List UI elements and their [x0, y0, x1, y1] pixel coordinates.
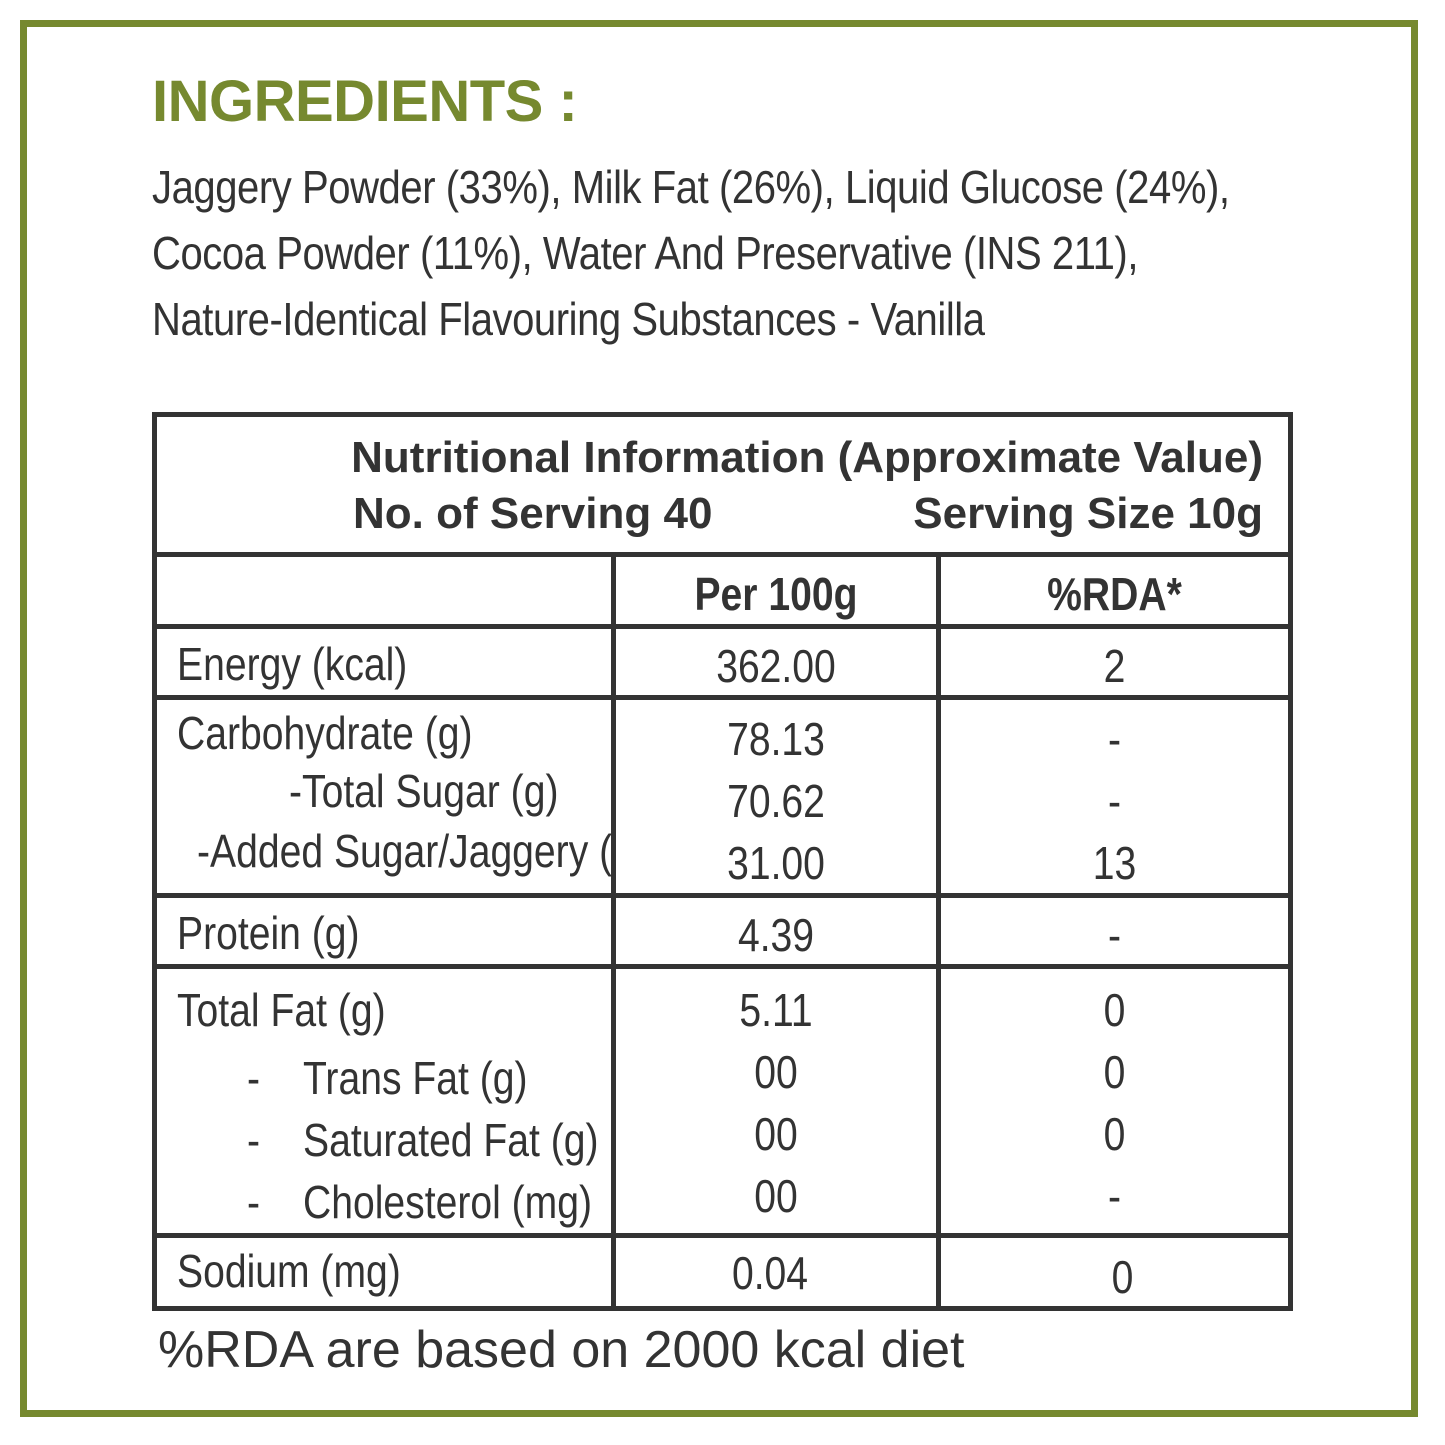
row-label: -Total Sugar (g) — [289, 765, 559, 817]
row-dash: - — [247, 1114, 261, 1166]
carb-label-cell: Carbohydrate (g) -Total Sugar (g) -Added… — [157, 700, 647, 893]
row-value: 78.13 — [727, 713, 825, 765]
ingredients-line-3: Nature-Identical Flavouring Substances -… — [152, 293, 985, 345]
rda-footnote: %RDA are based on 2000 kcal diet — [158, 1321, 965, 1379]
row-dash: - — [247, 1176, 261, 1228]
row-value: 4.39 — [737, 909, 815, 961]
row-value: 5.11 — [739, 984, 813, 1036]
carb-rda-cell: - - 13 — [941, 700, 1288, 893]
protein-label-cell: Protein (g) — [157, 898, 611, 964]
sodium-label-cell: Sodium (mg) — [157, 1238, 611, 1306]
fat-label-cell: Total Fat (g) - Trans Fat (g) - Saturate… — [157, 969, 611, 1233]
row-rda: 0 — [1103, 1108, 1126, 1160]
page-border — [20, 20, 1418, 1417]
row-label: Saturated Fat (g) — [303, 1114, 599, 1166]
rda-header-cell: %RDA* — [941, 557, 1288, 624]
fat-rda-cell: 0 0 0 - — [941, 969, 1288, 1233]
row-dash: - — [247, 1052, 261, 1104]
rda-header: %RDA* — [1047, 568, 1182, 620]
row-label: Energy (kcal) — [177, 638, 408, 690]
row-label: Sodium (mg) — [177, 1245, 401, 1297]
row-value: 70.62 — [727, 775, 825, 827]
row-rda: 0 — [1111, 1251, 1134, 1303]
row-rda: 2 — [1103, 640, 1126, 692]
row-label: Protein (g) — [177, 907, 360, 959]
carb-value-cell: 78.13 70.62 31.00 — [616, 700, 936, 893]
protein-rda-cell: - — [941, 898, 1288, 964]
row-value: 00 — [754, 1046, 798, 1098]
row-label: Cholesterol (mg) — [303, 1176, 592, 1228]
row-value: 00 — [754, 1170, 798, 1222]
ingredients-line-2: Cocoa Powder (11%), Water And Preservati… — [152, 227, 1139, 279]
energy-label-cell: Energy (kcal) — [157, 629, 611, 695]
row-value: 362.00 — [716, 640, 836, 692]
fat-value-cell: 5.11 00 00 00 — [616, 969, 936, 1233]
row-label: Total Fat (g) — [177, 984, 386, 1036]
row-value: 00 — [754, 1108, 798, 1160]
nutrition-header-cell: Nutritional Information (Approximate Val… — [157, 417, 1288, 552]
blank-header-cell — [157, 557, 611, 624]
row-value: 0.04 — [731, 1247, 809, 1299]
row-rda: - — [1107, 775, 1122, 827]
row-rda: 0 — [1103, 984, 1126, 1036]
row-label: Trans Fat (g) — [303, 1052, 528, 1104]
row-rda: - — [1107, 713, 1122, 765]
servings-count: No. of Serving 40 — [353, 489, 713, 538]
energy-value-cell: 362.00 — [616, 629, 936, 695]
sodium-rda-cell: 0 — [941, 1238, 1288, 1306]
protein-value-cell: 4.39 — [616, 898, 936, 964]
row-value: 31.00 — [727, 837, 825, 889]
row-rda: - — [1107, 1170, 1122, 1222]
row-rda: 0 — [1103, 1046, 1126, 1098]
row-label: -Added Sugar/Jaggery (g) — [197, 825, 647, 877]
sodium-value-cell: 0.04 — [616, 1238, 936, 1306]
row-rda: 13 — [1092, 837, 1137, 889]
nutrition-table: Nutritional Information (Approximate Val… — [152, 412, 1293, 1311]
nutrition-title: Nutritional Information (Approximate Val… — [351, 433, 1263, 482]
per100-header-cell: Per 100g — [616, 557, 936, 624]
per100-header: Per 100g — [694, 568, 858, 620]
serving-size: Serving Size 10g — [913, 489, 1263, 538]
row-label: Carbohydrate (g) — [177, 707, 473, 759]
energy-rda-cell: 2 — [941, 629, 1288, 695]
ingredients-heading: INGREDIENTS : — [152, 69, 578, 134]
ingredients-line-1: Jaggery Powder (33%), Milk Fat (26%), Li… — [152, 161, 1230, 213]
row-rda: - — [1107, 909, 1122, 961]
